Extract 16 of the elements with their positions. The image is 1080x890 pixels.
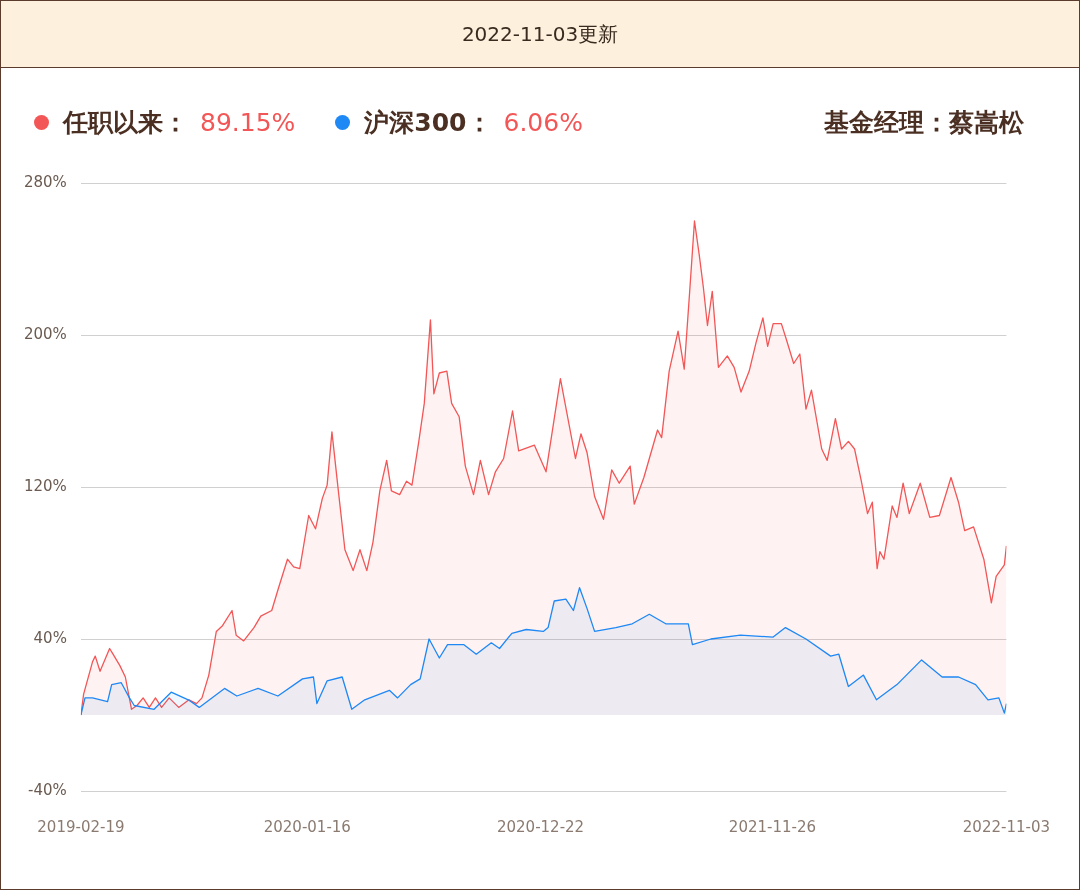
x-tick-label: 2019-02-19 bbox=[37, 817, 125, 836]
x-tick-label: 2020-01-16 bbox=[263, 817, 351, 836]
chart-subtitle: 基金经理：蔡嵩松 bbox=[824, 106, 1024, 139]
y-tick-label: 280% bbox=[23, 172, 67, 191]
x-tick-label: 2022-11-03 bbox=[962, 817, 1051, 836]
chart-title: 2022-11-03更新 bbox=[1, 1, 1079, 68]
y-tick-label: 120% bbox=[23, 476, 67, 495]
y-tick-label: -40% bbox=[28, 780, 67, 799]
y-tick-label: 40% bbox=[33, 628, 67, 647]
text: 89.15% bbox=[200, 107, 296, 137]
y-tick-label: 200% bbox=[23, 324, 67, 343]
legend-label: 沪深300： bbox=[364, 106, 492, 139]
legend-label: 任职以来： bbox=[63, 106, 188, 139]
x-tick-label: 2021-11-26 bbox=[728, 817, 817, 836]
text: 6.06% bbox=[503, 107, 583, 137]
x-tick-label: 2020-12-22 bbox=[496, 817, 585, 836]
